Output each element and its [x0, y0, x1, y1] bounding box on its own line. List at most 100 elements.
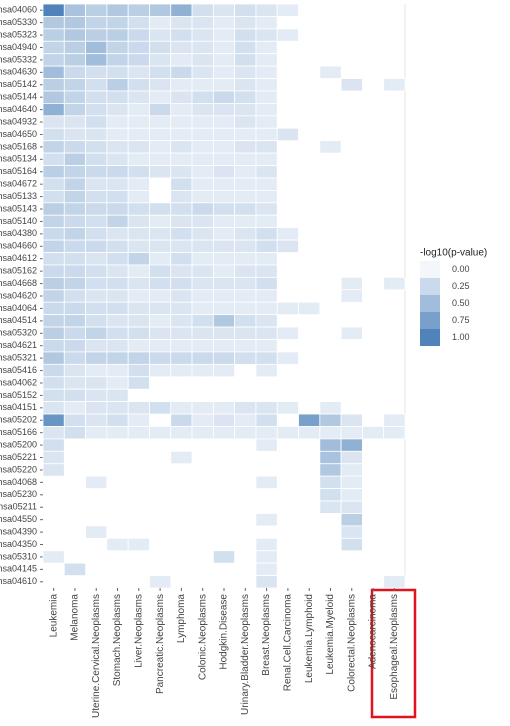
- cell: [191, 78, 214, 92]
- cell: [255, 513, 278, 527]
- cell: [42, 376, 65, 390]
- cell: [170, 450, 193, 465]
- cell: [255, 28, 278, 42]
- cell: [319, 475, 342, 489]
- cell: [340, 276, 363, 291]
- cell: [85, 227, 108, 241]
- cell: [234, 90, 257, 104]
- cell: [63, 140, 86, 154]
- cell: [170, 314, 193, 328]
- cell: [106, 413, 129, 427]
- y-tick-label: hsa05332: [0, 54, 37, 64]
- cell: [85, 152, 108, 166]
- cell: [63, 252, 86, 266]
- cell: [42, 227, 65, 241]
- cell: [255, 177, 278, 191]
- cell: [191, 413, 214, 427]
- y-tick-label: hsa05142: [0, 79, 37, 89]
- y-tick-label: hsa04514: [0, 315, 37, 325]
- cell: [255, 78, 278, 92]
- cell: [63, 301, 86, 316]
- cell: [85, 289, 108, 303]
- cell: [319, 401, 342, 415]
- cell: [42, 413, 65, 427]
- y-tick-label: hsa05330: [0, 17, 37, 27]
- cell: [63, 53, 86, 67]
- cell: [362, 426, 385, 440]
- cell: [255, 326, 278, 340]
- cell: [212, 326, 236, 340]
- cell: [170, 351, 193, 365]
- cell: [149, 65, 172, 79]
- cell: [85, 16, 108, 30]
- x-tick-label: Leukemia.Myeloid: [325, 594, 336, 675]
- cell: [212, 152, 236, 166]
- legend-swatch: [420, 312, 440, 329]
- cell: [170, 177, 193, 191]
- cell: [85, 40, 108, 55]
- x-tick-label: Pancreatic.Neoplasms: [155, 594, 166, 694]
- cell: [255, 115, 278, 129]
- cell: [234, 16, 257, 30]
- cell: [85, 339, 108, 353]
- cell: [340, 289, 363, 303]
- y-tick-label: hsa05230: [0, 489, 37, 499]
- cell: [85, 264, 108, 278]
- cell: [106, 152, 129, 166]
- cell: [170, 65, 193, 79]
- cell: [85, 165, 108, 179]
- cell: [106, 53, 129, 67]
- cell: [63, 339, 86, 353]
- cell: [106, 239, 129, 253]
- cell: [212, 363, 236, 378]
- x-tick-label: Urinary.Bladder.Neoplasms: [240, 594, 251, 715]
- cell: [234, 301, 257, 316]
- cell: [63, 189, 86, 204]
- cell: [234, 276, 257, 291]
- cell: [85, 177, 108, 191]
- y-tick-label: hsa05202: [0, 415, 37, 425]
- cell: [85, 252, 108, 266]
- cell: [255, 152, 278, 166]
- cell: [234, 103, 257, 117]
- y-tick-label: hsa04068: [0, 477, 37, 487]
- cell: [234, 413, 257, 427]
- cell: [234, 127, 257, 142]
- cell: [106, 426, 129, 440]
- cell: [127, 363, 150, 378]
- cell: [85, 90, 108, 104]
- cell: [149, 289, 172, 303]
- cell: [127, 202, 150, 216]
- cell: [63, 3, 86, 17]
- cell: [127, 40, 150, 55]
- cell: [85, 525, 108, 539]
- cell: [170, 401, 193, 415]
- cell: [42, 53, 65, 67]
- cell: [170, 53, 193, 67]
- cell: [170, 413, 193, 427]
- cell: [255, 314, 278, 328]
- cell: [212, 115, 236, 129]
- cell: [127, 165, 150, 179]
- legend-swatch: [420, 329, 440, 346]
- cell: [127, 140, 150, 154]
- cell: [106, 537, 129, 552]
- cell: [85, 301, 108, 316]
- cell: [63, 401, 86, 415]
- cell: [255, 202, 278, 216]
- cell: [234, 65, 257, 79]
- cell: [212, 301, 236, 316]
- cell: [255, 475, 278, 489]
- cell: [106, 289, 129, 303]
- cell: [212, 289, 236, 303]
- x-tick-label: Lymphoma: [176, 594, 187, 644]
- legend-label: 0.00: [452, 264, 470, 274]
- cell: [298, 426, 321, 440]
- cell: [85, 65, 108, 79]
- cell: [63, 127, 86, 142]
- cell: [63, 177, 86, 191]
- cell: [42, 326, 65, 340]
- cell: [106, 40, 129, 55]
- cell: [106, 90, 129, 104]
- cell: [234, 339, 257, 353]
